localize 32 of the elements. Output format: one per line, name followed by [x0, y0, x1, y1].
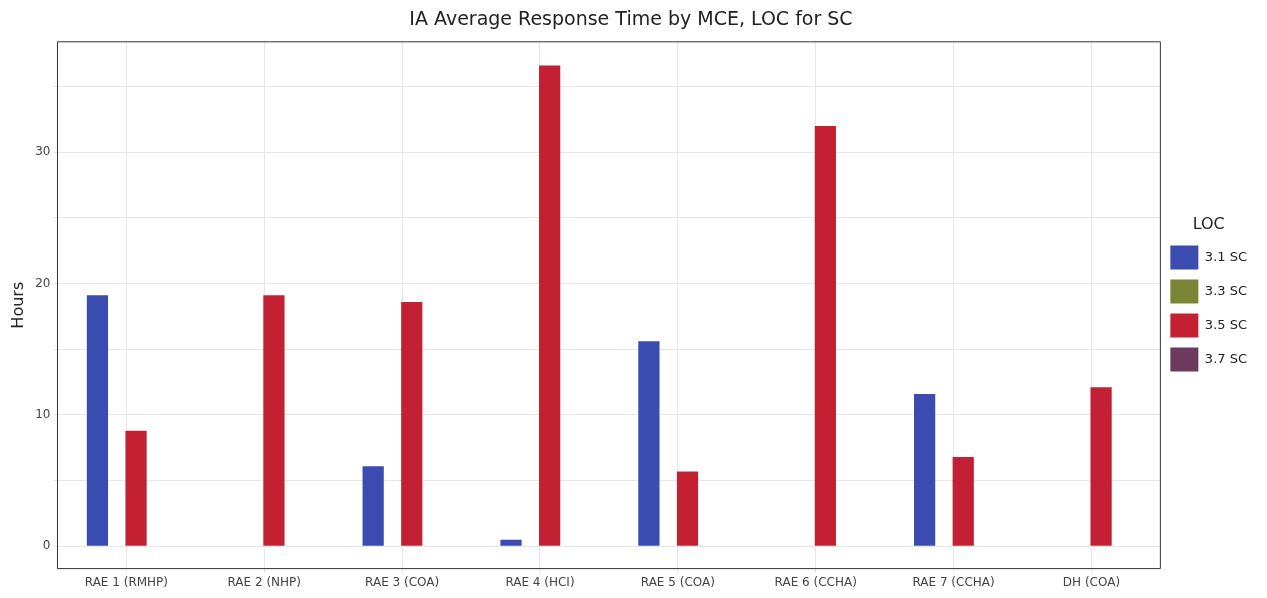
x-tick-label: DH (COA): [1062, 574, 1121, 589]
x-tick-label: RAE 1 (RMHP): [84, 574, 169, 589]
legend-label: 3.3 SC: [1204, 282, 1247, 298]
x-tick-label: RAE 2 (NHP): [227, 574, 302, 589]
bar: [952, 456, 974, 546]
x-tick-label: RAE 6 (CCHA): [774, 574, 857, 589]
x-tick-label: RAE 7 (CCHA): [912, 574, 995, 589]
chart-title: IA Average Response Time by MCE, LOC for SC: [409, 7, 853, 30]
bar: [676, 471, 699, 546]
bar: [362, 466, 384, 546]
bar: [914, 393, 936, 546]
bar: [125, 430, 147, 546]
bar: [86, 295, 109, 546]
bar: [263, 295, 285, 546]
legend-title: LOC: [1192, 213, 1225, 233]
legend-label: 3.7 SC: [1204, 350, 1247, 366]
y-tick-label: 10: [35, 407, 51, 422]
bar: [539, 65, 561, 546]
bar: [401, 301, 423, 546]
y-tick-label: 0: [42, 538, 51, 553]
y-tick-label: 30: [35, 144, 51, 159]
x-tick-label: RAE 3 (COA): [365, 574, 440, 589]
bar: [638, 341, 660, 546]
x-tick-label: RAE 4 (HCI): [505, 574, 575, 589]
y-axis-title: Hours: [7, 281, 27, 329]
bar: [1090, 387, 1112, 546]
bar: [814, 125, 836, 546]
y-tick-label: 20: [35, 275, 51, 290]
legend-label: 3.5 SC: [1204, 316, 1247, 332]
legend-label: 3.1 SC: [1204, 248, 1247, 264]
bar: [500, 539, 522, 546]
x-tick-label: RAE 5 (COA): [640, 574, 715, 589]
